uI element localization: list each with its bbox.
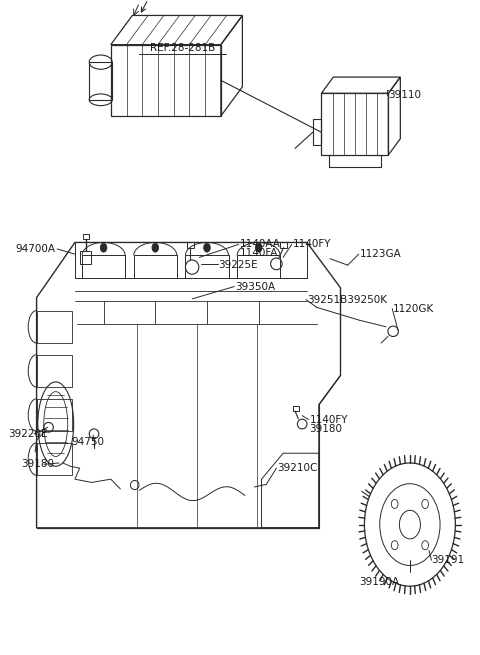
Text: 1140FA: 1140FA [240,248,278,259]
Text: 39180: 39180 [21,459,54,469]
Text: 94750: 94750 [72,437,105,447]
Circle shape [152,243,158,252]
Circle shape [255,243,262,252]
Text: 1140FY: 1140FY [310,415,348,424]
Text: 39210C: 39210C [277,463,318,473]
Text: 39225E: 39225E [218,260,258,270]
Text: 39110: 39110 [388,90,421,100]
Text: 1140FY: 1140FY [293,240,331,250]
Circle shape [100,243,107,252]
Text: 39220E: 39220E [8,429,48,439]
Text: 1140AA: 1140AA [240,240,281,250]
Text: REF.28-281B: REF.28-281B [150,43,215,53]
Text: 39191: 39191 [432,555,465,565]
Text: 39190A: 39190A [359,576,399,587]
Text: 39350A: 39350A [235,282,276,291]
Text: 39180: 39180 [310,424,342,434]
Text: 1123GA: 1123GA [360,249,401,259]
Circle shape [204,243,210,252]
Text: 39251B39250K: 39251B39250K [307,295,387,305]
Text: 94700A: 94700A [15,244,55,254]
Text: 1120GK: 1120GK [393,304,434,314]
